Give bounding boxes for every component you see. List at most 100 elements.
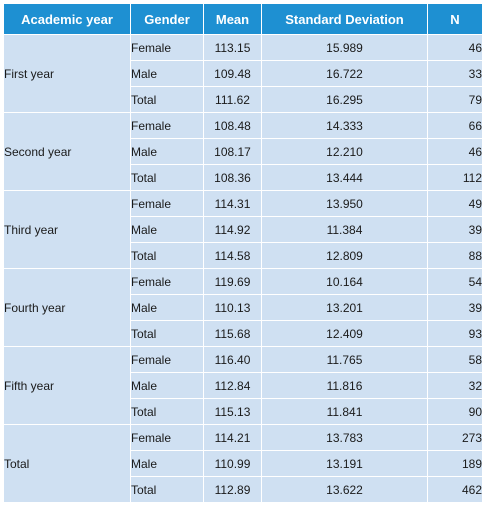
standard-deviation-cell: 13.201	[261, 294, 428, 321]
mean-cell: 115.68	[203, 320, 262, 347]
mean-cell: 111.62	[203, 86, 262, 113]
academic-year-cell: Fifth year	[3, 346, 131, 425]
column-header-n: N	[427, 3, 483, 35]
mean-cell: 115.13	[203, 398, 262, 425]
standard-deviation-cell: 11.841	[261, 398, 428, 425]
n-cell: 93	[427, 320, 483, 347]
standard-deviation-cell: 12.809	[261, 242, 428, 269]
table-row: Total 111.62 16.295 79	[4, 86, 483, 113]
column-header-standard-deviation: Standard Deviation	[261, 3, 428, 35]
n-cell: 46	[427, 34, 483, 61]
gender-cell: Total	[130, 164, 204, 191]
standard-deviation-cell: 10.164	[261, 268, 428, 295]
mean-cell: 114.21	[203, 424, 262, 451]
gender-cell: Female	[130, 268, 204, 295]
mean-cell: 116.40	[203, 346, 262, 373]
standard-deviation-cell: 16.295	[261, 86, 428, 113]
gender-cell: Total	[130, 398, 204, 425]
table-row: Fourth year Female 119.69 10.164 54	[3, 268, 483, 347]
gender-cell: Total	[130, 86, 204, 113]
mean-cell: 112.89	[203, 476, 262, 503]
table-header: Academic year Gender Mean Standard Devia…	[3, 3, 483, 35]
table-row: Total 108.36 13.444 112	[4, 164, 483, 191]
n-cell: 46	[427, 138, 483, 165]
mean-cell: 109.48	[203, 60, 262, 87]
gender-cell: Male	[130, 294, 204, 321]
mean-cell: 114.92	[203, 216, 262, 243]
mean-cell: 119.69	[203, 268, 262, 295]
standard-deviation-cell: 14.333	[261, 112, 428, 139]
table-row: Total 114.58 12.809 88	[4, 242, 483, 269]
table-row: Total Female 114.21 13.783 273	[3, 424, 483, 503]
standard-deviation-cell: 13.191	[261, 450, 428, 477]
n-cell: 189	[427, 450, 483, 477]
gender-cell: Female	[130, 34, 204, 61]
mean-cell: 112.84	[203, 372, 262, 399]
n-cell: 39	[427, 294, 483, 321]
table-row: Male 109.48 16.722 33	[4, 60, 483, 87]
standard-deviation-cell: 13.444	[261, 164, 428, 191]
n-cell: 33	[427, 60, 483, 87]
gender-cell: Male	[130, 372, 204, 399]
gender-cell: Female	[130, 190, 204, 217]
table-row: Second year Female 108.48 14.333 66	[3, 112, 483, 191]
table-row: Third year Female 114.31 13.950 49	[3, 190, 483, 269]
standard-deviation-cell: 13.783	[261, 424, 428, 451]
gender-cell: Male	[130, 450, 204, 477]
gender-cell: Male	[130, 216, 204, 243]
gender-cell: Female	[130, 346, 204, 373]
n-cell: 66	[427, 112, 483, 139]
statistics-table: Academic year Gender Mean Standard Devia…	[3, 3, 483, 503]
standard-deviation-cell: 11.765	[261, 346, 428, 373]
gender-cell: Female	[130, 424, 204, 451]
n-cell: 112	[427, 164, 483, 191]
n-cell: 88	[427, 242, 483, 269]
mean-cell: 114.58	[203, 242, 262, 269]
gender-cell: Total	[130, 242, 204, 269]
mean-cell: 108.17	[203, 138, 262, 165]
academic-year-cell: Second year	[3, 112, 131, 191]
n-cell: 39	[427, 216, 483, 243]
n-cell: 54	[427, 268, 483, 295]
standard-deviation-cell: 12.409	[261, 320, 428, 347]
academic-year-cell: Total	[3, 424, 131, 503]
table-row: Male 108.17 12.210 46	[4, 138, 483, 165]
mean-cell: 110.99	[203, 450, 262, 477]
table-row: Male 112.84 11.816 32	[4, 372, 483, 399]
n-cell: 273	[427, 424, 483, 451]
header-row: Academic year Gender Mean Standard Devia…	[3, 3, 483, 35]
mean-cell: 108.36	[203, 164, 262, 191]
n-cell: 49	[427, 190, 483, 217]
mean-cell: 110.13	[203, 294, 262, 321]
column-header-gender: Gender	[130, 3, 204, 35]
mean-cell: 108.48	[203, 112, 262, 139]
standard-deviation-cell: 13.950	[261, 190, 428, 217]
n-cell: 58	[427, 346, 483, 373]
standard-deviation-cell: 11.816	[261, 372, 428, 399]
mean-cell: 114.31	[203, 190, 262, 217]
mean-cell: 113.15	[203, 34, 262, 61]
academic-year-cell: Third year	[3, 190, 131, 269]
n-cell: 462	[427, 476, 483, 503]
n-cell: 32	[427, 372, 483, 399]
gender-cell: Total	[130, 320, 204, 347]
standard-deviation-cell: 16.722	[261, 60, 428, 87]
academic-year-cell: First year	[3, 34, 131, 113]
gender-cell: Total	[130, 476, 204, 503]
gender-cell: Male	[130, 60, 204, 87]
table-row: Male 110.13 13.201 39	[4, 294, 483, 321]
table-row: Male 114.92 11.384 39	[4, 216, 483, 243]
column-header-mean: Mean	[203, 3, 262, 35]
standard-deviation-cell: 15.989	[261, 34, 428, 61]
n-cell: 90	[427, 398, 483, 425]
n-cell: 79	[427, 86, 483, 113]
standard-deviation-cell: 11.384	[261, 216, 428, 243]
gender-cell: Female	[130, 112, 204, 139]
table-row: Total 115.68 12.409 93	[4, 320, 483, 347]
table-row: Total 112.89 13.622 462	[4, 476, 483, 503]
table-row: First year Female 113.15 15.989 46	[3, 34, 483, 113]
table-body: First year Female 113.15 15.989 46 Male 109.48…	[3, 34, 483, 503]
column-header-academic-year: Academic year	[3, 3, 131, 35]
standard-deviation-cell: 12.210	[261, 138, 428, 165]
table-row: Fifth year Female 116.40 11.765 58	[3, 346, 483, 425]
